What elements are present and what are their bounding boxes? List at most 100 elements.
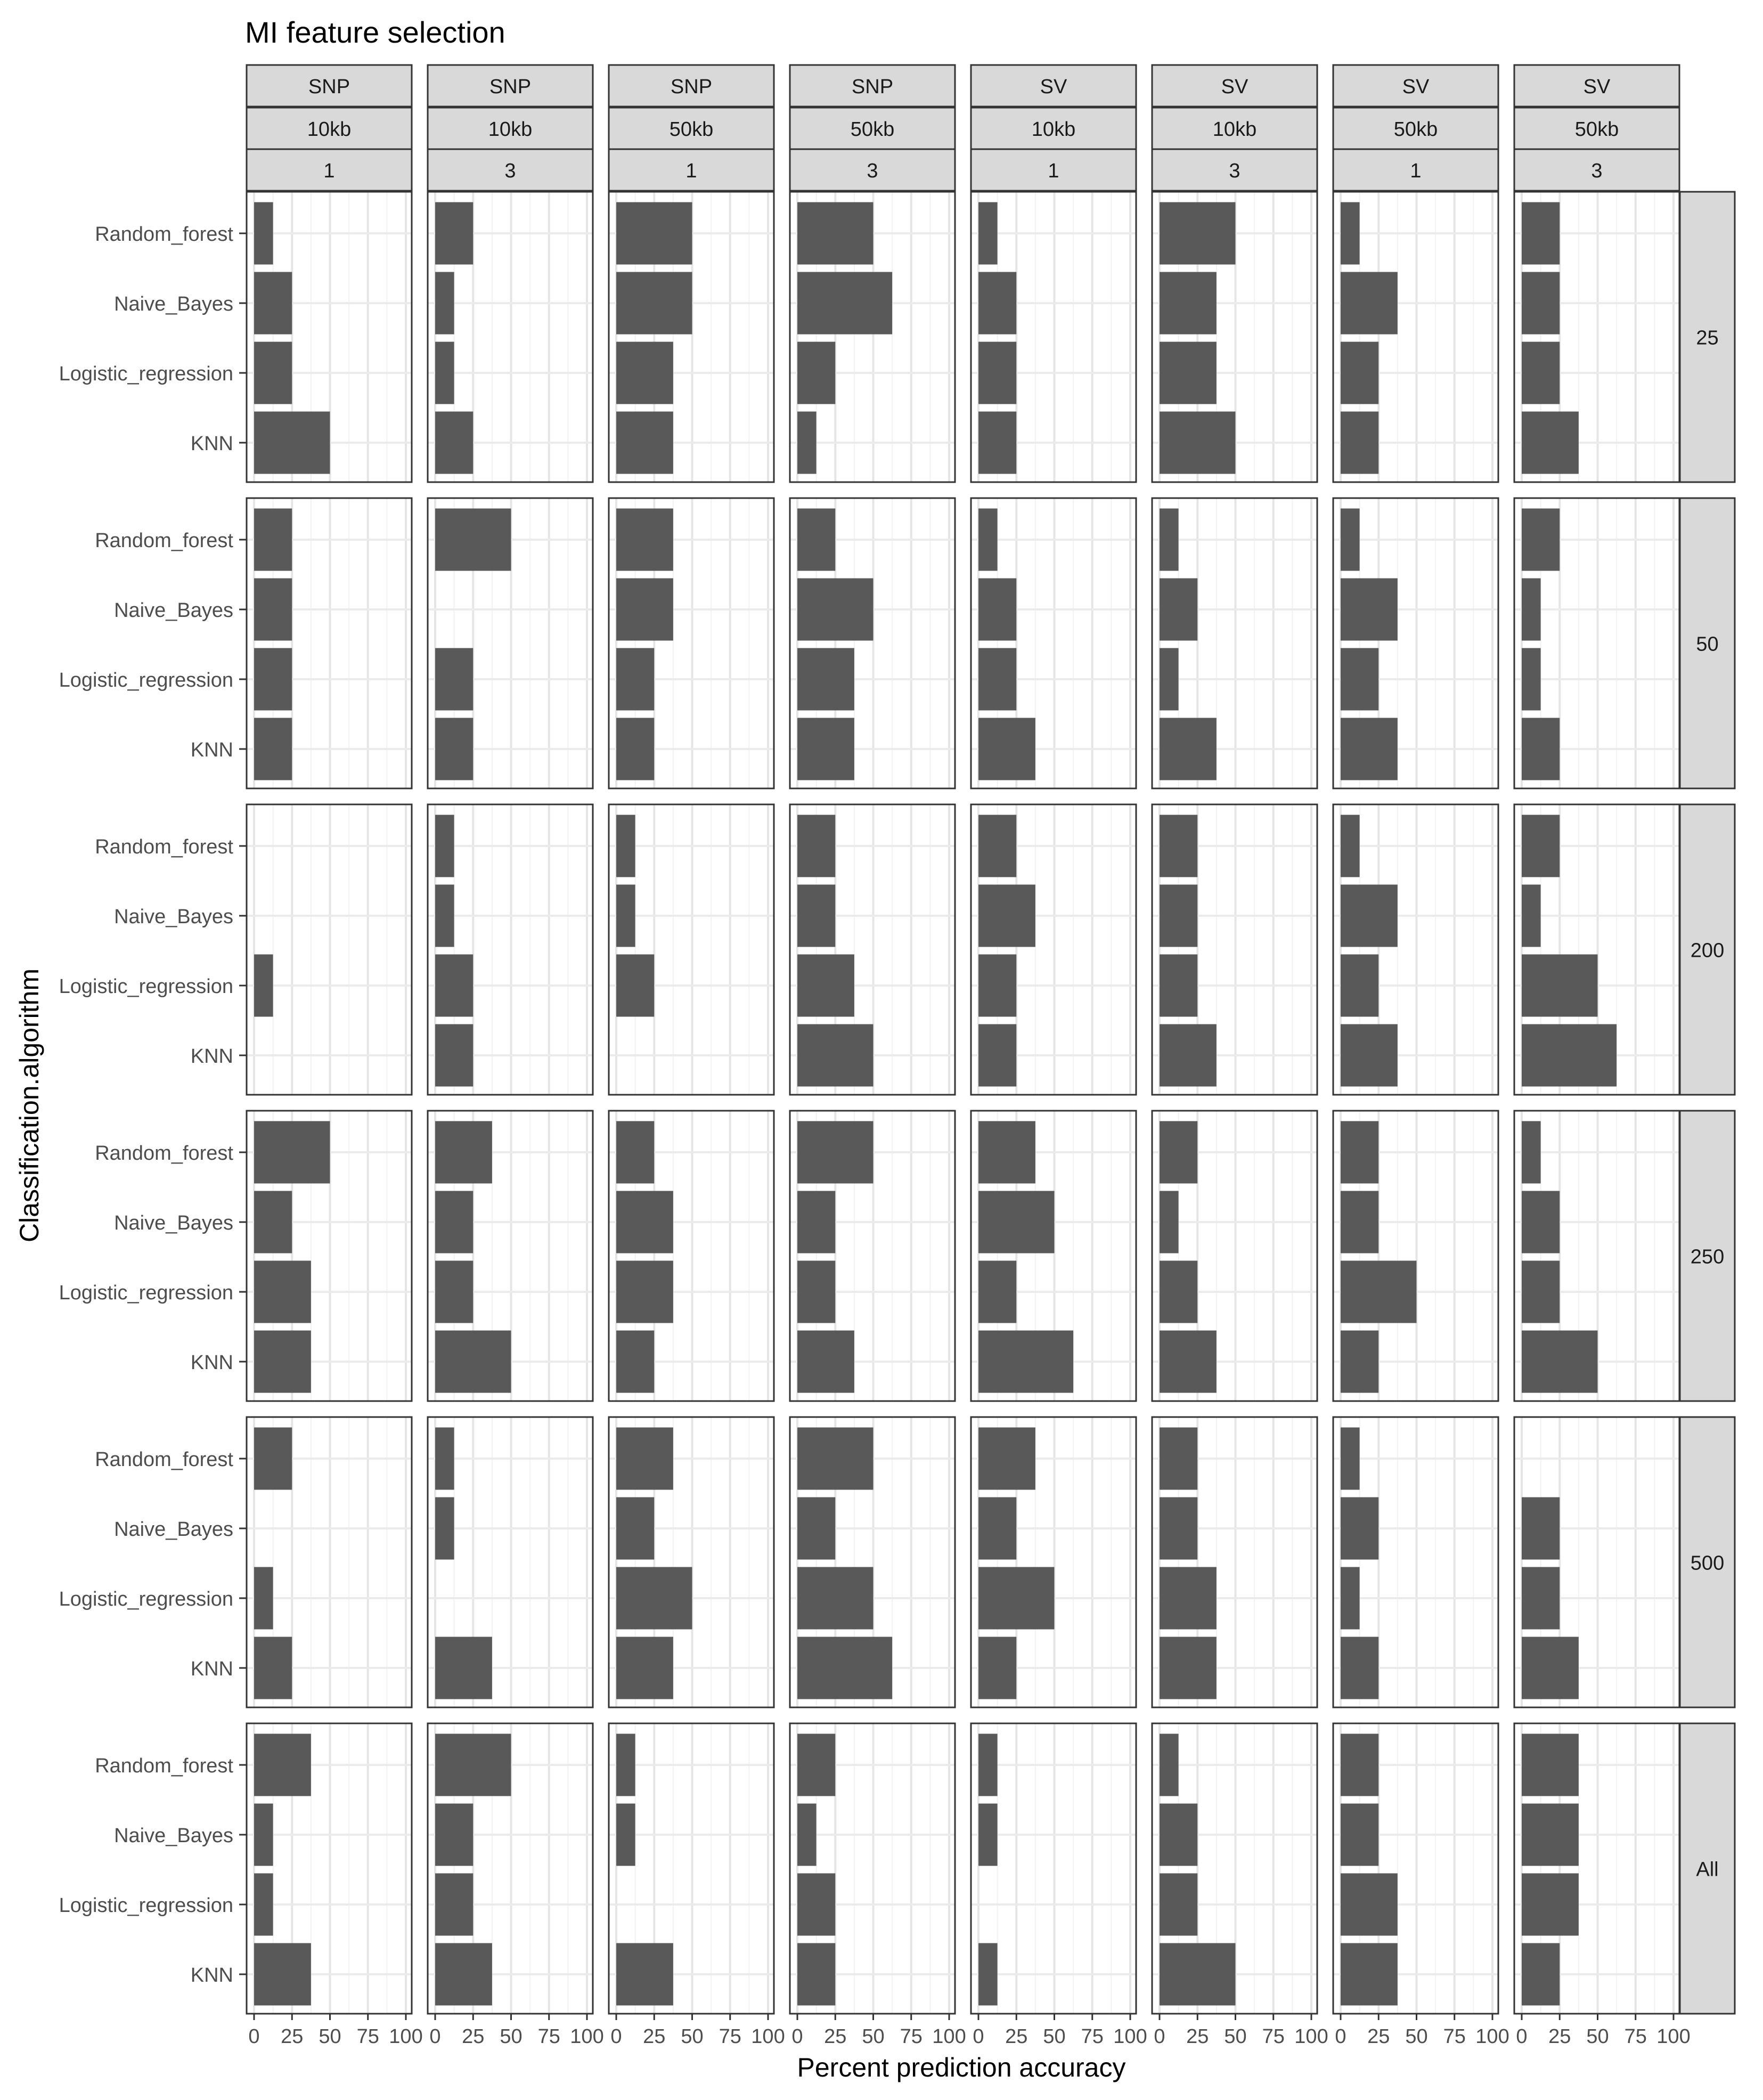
panel: [789, 1110, 956, 1402]
panel: [1332, 1722, 1499, 2015]
y-tick-label: Naive_Bayes: [114, 906, 233, 928]
bar: [435, 884, 454, 947]
bar: [435, 815, 454, 877]
panel-border: [427, 497, 594, 789]
bar: [1522, 648, 1541, 711]
panel-border: [1513, 803, 1680, 1096]
bar: [616, 718, 655, 780]
bar: [1160, 1567, 1217, 1630]
panel: [1151, 191, 1318, 483]
strip-variant-box: [789, 64, 956, 108]
panel-border: [1513, 191, 1680, 483]
bar: [1341, 411, 1379, 474]
bar: [254, 1873, 273, 1936]
panel: [608, 1722, 775, 2015]
bar: [978, 815, 1017, 877]
bar: [797, 1260, 836, 1323]
bar: [1522, 1733, 1579, 1796]
x-tick-label: 75: [900, 2025, 923, 2048]
bar: [1160, 1943, 1236, 2006]
bar: [435, 341, 454, 404]
panel-border: [789, 191, 956, 483]
plot-area: SNP 10kb 1 SNP 10kb 3 SNP 50kb 1 SNP 50kb 3 SV 10kb 1 S…: [59, 64, 1736, 2048]
strip-k-box: [1513, 148, 1680, 192]
panel: [1332, 803, 1499, 1096]
panel: [1513, 191, 1680, 483]
bar: [1341, 1803, 1379, 1866]
bar: [1522, 884, 1541, 947]
bar: [797, 1191, 836, 1254]
x-tick-label: 0: [1154, 2025, 1165, 2048]
panel: [246, 191, 413, 483]
bar: [1522, 718, 1560, 780]
bar: [435, 508, 511, 571]
strip-window-box: [789, 107, 956, 150]
y-tick-label: Naive_Bayes: [114, 599, 233, 622]
y-tick-label: KNN: [191, 1352, 233, 1374]
panel-border: [608, 803, 775, 1096]
bar: [435, 272, 454, 335]
bar: [254, 202, 273, 265]
bar: [1522, 1497, 1560, 1560]
bar: [1160, 1803, 1198, 1866]
x-tick-label: 50: [319, 2025, 341, 2048]
strip-k-box: [970, 148, 1137, 192]
panel-border: [789, 803, 956, 1096]
strip-variant-box: [608, 64, 775, 108]
bar: [978, 884, 1035, 947]
bar: [435, 1330, 511, 1393]
bar: [978, 1330, 1074, 1393]
bar: [1160, 1260, 1198, 1323]
panel-border: [1151, 1416, 1318, 1708]
panel-border: [246, 1110, 413, 1402]
bar: [797, 954, 854, 1017]
y-tick-label: KNN: [191, 1045, 233, 1068]
bar: [435, 411, 474, 474]
x-tick-label: 50: [1405, 2025, 1427, 2048]
panel: [970, 803, 1137, 1096]
y-tick-label: Logistic_regression: [59, 363, 233, 385]
bar: [1160, 648, 1179, 711]
panel-border: [246, 803, 413, 1096]
bar: [797, 508, 836, 571]
panel: [608, 803, 775, 1096]
panel: [1513, 1722, 1680, 2015]
x-tick-label: 50: [1586, 2025, 1609, 2048]
y-tick-label: Logistic_regression: [59, 975, 233, 998]
strip-variant-label: SV: [1584, 76, 1611, 98]
bar: [1341, 1733, 1379, 1796]
bar: [797, 1497, 836, 1560]
panel-border: [1151, 1110, 1318, 1402]
y-tick-label: Logistic_regression: [59, 1282, 233, 1304]
bar: [435, 1943, 492, 2006]
bar: [254, 1733, 311, 1796]
x-tick-label: 25: [643, 2025, 665, 2048]
bar: [1160, 341, 1217, 404]
bar: [1522, 1024, 1617, 1087]
bar: [254, 1943, 311, 2006]
y-tick-label: Random_forest: [95, 530, 233, 552]
bar: [1160, 718, 1217, 780]
bar: [1522, 578, 1541, 641]
bar: [797, 1873, 836, 1936]
panel: [246, 1722, 413, 2015]
panel: [970, 497, 1137, 789]
panel: [1513, 1110, 1680, 1402]
bar: [1341, 1497, 1379, 1560]
bar: [1522, 815, 1560, 877]
panel-border: [970, 191, 1137, 483]
bar: [1341, 1024, 1398, 1087]
bar: [1160, 884, 1198, 947]
bar: [797, 411, 817, 474]
panel-border: [1513, 1110, 1680, 1402]
x-tick-label: 75: [538, 2025, 560, 2048]
bar: [978, 1497, 1017, 1560]
y-tick-label: Logistic_regression: [59, 1588, 233, 1610]
x-tick-label: 0: [1335, 2025, 1346, 2048]
bar: [616, 1567, 692, 1630]
bar: [254, 718, 292, 780]
bar: [1522, 954, 1598, 1017]
bar: [1341, 508, 1360, 571]
y-axis-title: Classification.algorithm: [14, 968, 44, 1242]
